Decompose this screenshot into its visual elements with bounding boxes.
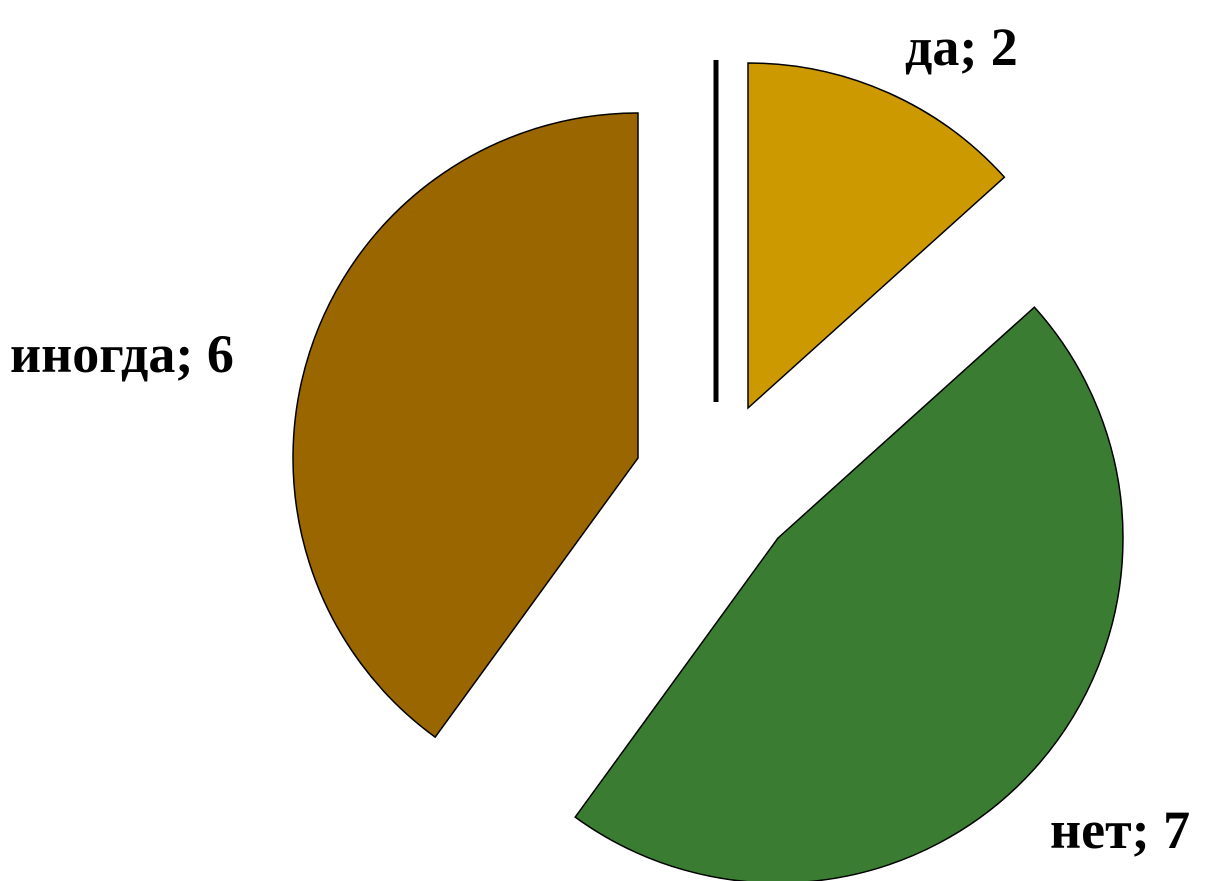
pie-slice-2 bbox=[292, 112, 639, 739]
slice-label-0: да; 2 bbox=[905, 17, 1018, 77]
slices-layer bbox=[292, 62, 1124, 881]
labels-layer: да; 2 нет; 7 иногда; 6 bbox=[10, 17, 1190, 860]
pie-slice-0 bbox=[747, 62, 1006, 410]
pie-slice-1 bbox=[574, 306, 1124, 881]
slice-label-2: иногда; 6 bbox=[10, 324, 234, 384]
slice-label-1: нет; 7 bbox=[1050, 800, 1190, 860]
